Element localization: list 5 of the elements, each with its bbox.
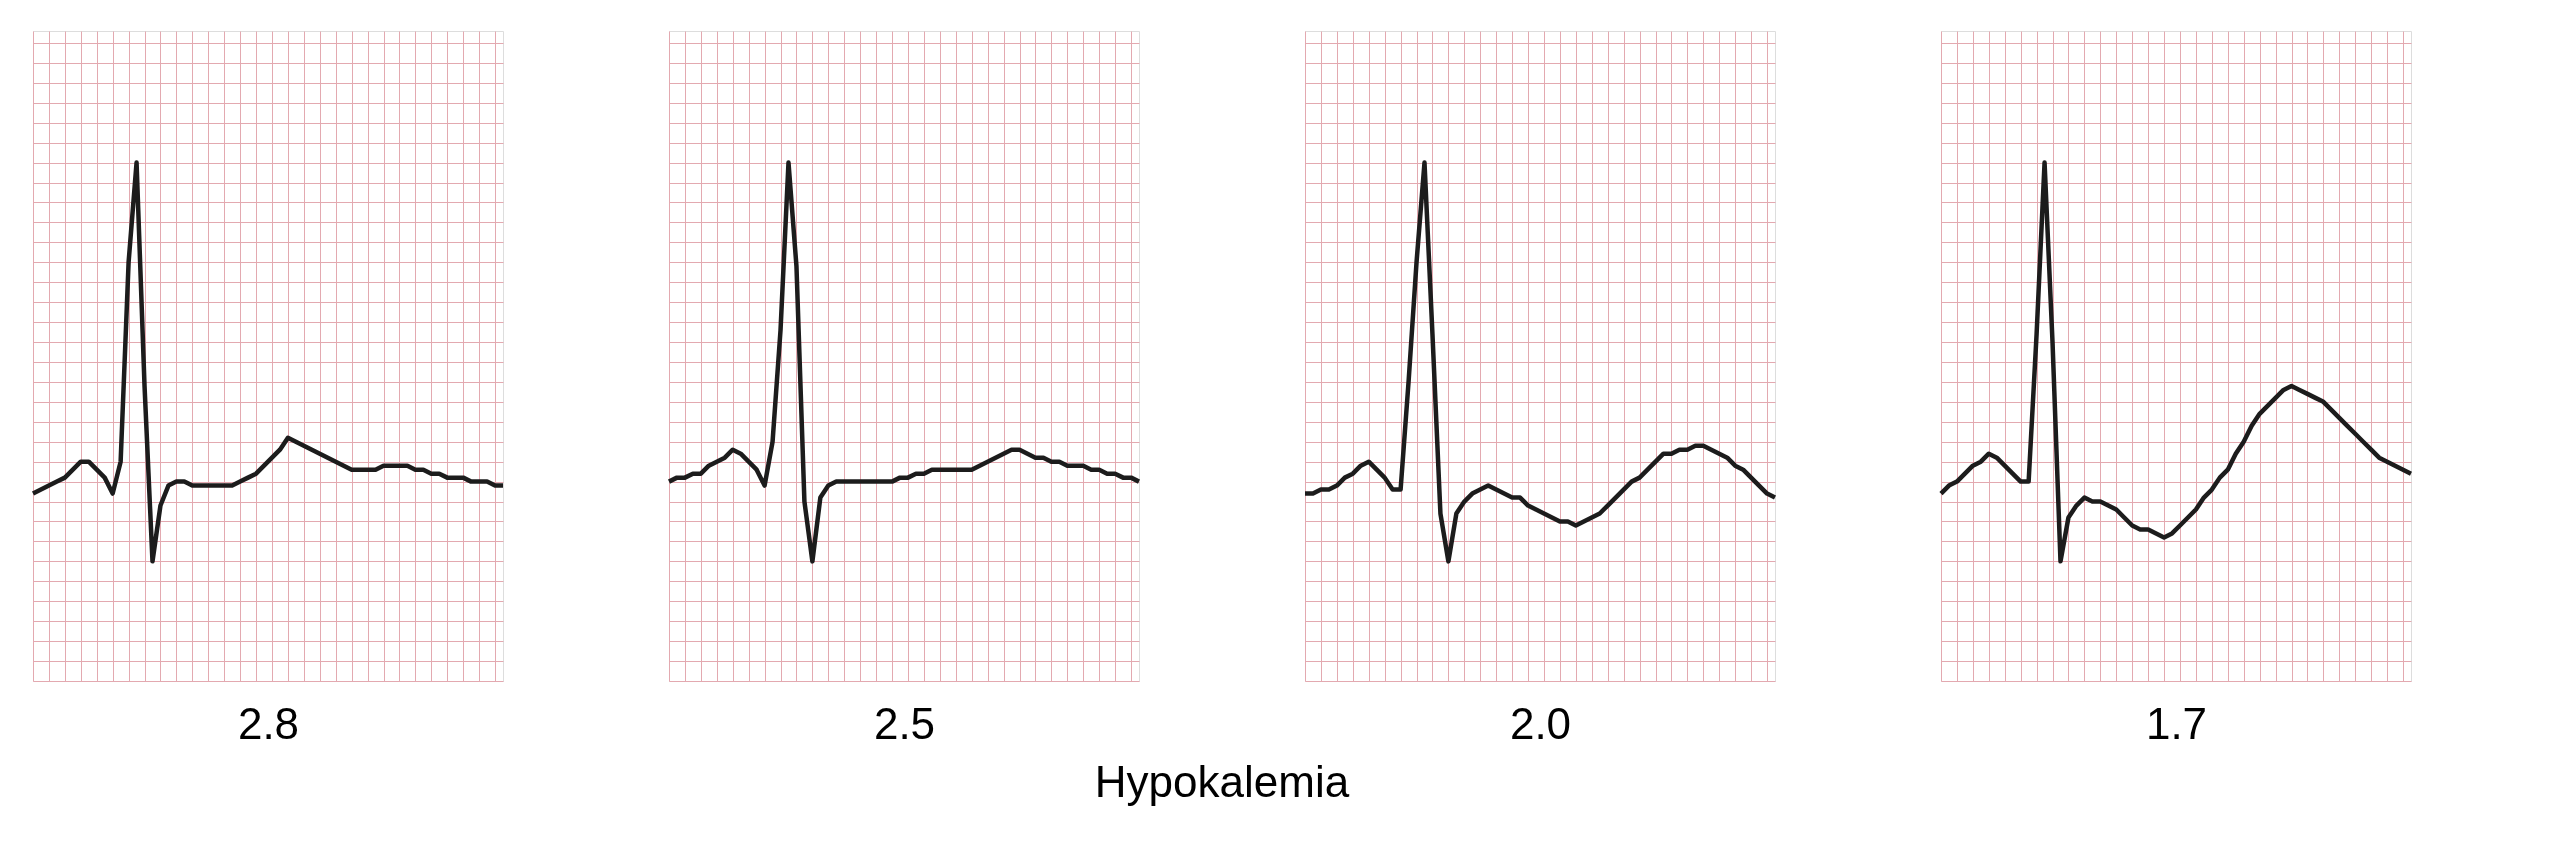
x-axis-title: 2.5: [873, 698, 936, 748]
x-axis-title: 2.8: [237, 698, 300, 748]
text: Hypokalemia: [1094, 756, 1350, 806]
x-axis-title: 2.0: [1509, 698, 1572, 748]
x-axis-title: 1.7: [2145, 698, 2208, 748]
